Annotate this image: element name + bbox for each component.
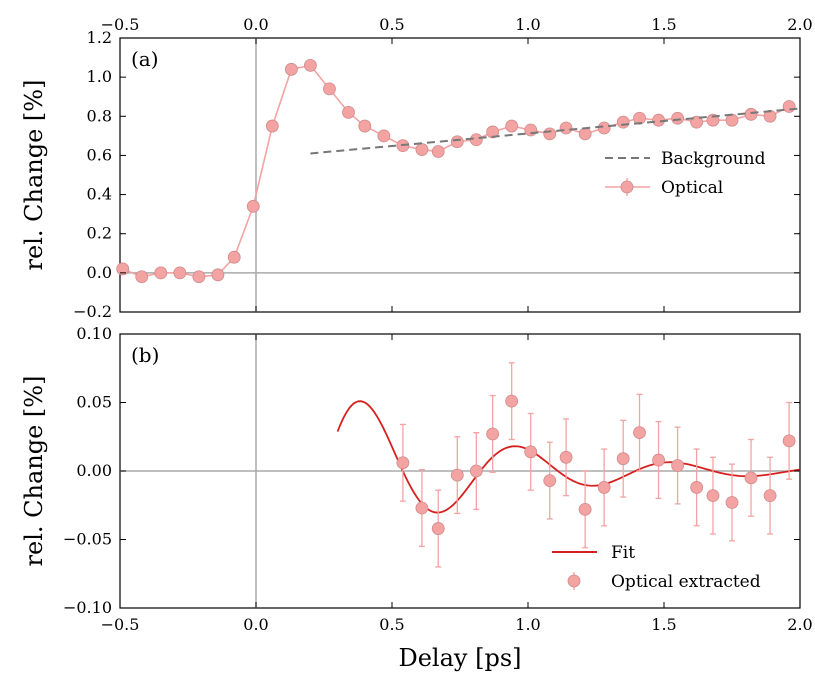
panel-a-ytick-label: −0.2 <box>73 302 112 321</box>
data-point <box>431 145 445 158</box>
panel-b-xtick-label: 0.5 <box>379 615 404 634</box>
panel-b-xtick-label: 0.0 <box>243 615 268 634</box>
data-point <box>323 82 336 96</box>
panel-b-xtick-label: 2.0 <box>787 615 812 634</box>
data-point <box>227 250 241 264</box>
panel-a-frame <box>119 37 801 313</box>
data-point <box>116 262 130 276</box>
data-point <box>782 434 796 448</box>
panel-a-legend: Background Optical <box>605 149 766 198</box>
panel-a-ytick-label: 0.4 <box>87 185 112 204</box>
data-point <box>633 426 646 440</box>
panel-a: −0.5 0.0 0.5 1.0 1.5 2.0 −0.2 0.0 0.2 0.4 0.6 0.8 1.… <box>20 15 813 321</box>
data-point <box>450 135 464 149</box>
data-point <box>633 111 646 125</box>
panel-a-xtick-label: 0.0 <box>243 15 268 34</box>
data-point <box>342 105 355 119</box>
data-point <box>284 62 298 76</box>
data-point <box>135 270 149 284</box>
data-point <box>431 522 445 535</box>
data-point <box>616 452 630 466</box>
data-point <box>173 266 187 280</box>
panel-a-xtick-label: 2.0 <box>787 15 812 34</box>
data-point <box>154 266 168 280</box>
panel-b-legend: Fit Optical extracted <box>552 543 761 592</box>
x-axis-label: Delay [ps] <box>398 644 521 672</box>
data-point <box>303 59 317 72</box>
data-point <box>652 453 665 467</box>
data-point <box>597 481 611 494</box>
panel-a-xtick-label: 1.5 <box>651 15 676 34</box>
data-point <box>706 113 720 127</box>
data-point <box>559 121 573 135</box>
data-point <box>246 199 260 213</box>
data-point <box>377 129 391 143</box>
background-line <box>310 107 801 155</box>
panel-b-ytick-label: −0.05 <box>63 530 112 549</box>
data-point <box>616 115 630 129</box>
data-point <box>706 489 720 503</box>
panel-a-xtick-label: 1.0 <box>515 15 540 34</box>
data-point <box>671 111 684 125</box>
data-point <box>578 127 592 141</box>
panel-a-ylabel: rel. Change [%] <box>20 80 48 271</box>
legend-extracted-marker <box>567 574 581 588</box>
data-point <box>265 119 279 133</box>
data-point <box>690 481 704 494</box>
data-point <box>469 464 483 478</box>
data-point <box>192 270 206 284</box>
data-point <box>415 501 429 515</box>
panel-b-xtick-label: 1.5 <box>651 615 676 634</box>
legend-fit-label: Fit <box>611 543 635 563</box>
panel-b-ytick-label: 0.05 <box>76 393 112 412</box>
data-point <box>763 489 777 503</box>
data-point <box>543 474 557 487</box>
data-point <box>450 468 464 482</box>
data-point <box>486 427 500 441</box>
panel-b-xtick-label: 1.0 <box>515 615 540 634</box>
data-point <box>597 121 611 135</box>
panel-a-ytick-label: 0.6 <box>87 145 112 164</box>
panel-a-ytick-label: 1.2 <box>87 28 112 47</box>
panel-a-xtick-label: −0.5 <box>101 15 140 34</box>
panel-a-xtick-label: 0.5 <box>379 15 404 34</box>
data-point <box>358 119 372 133</box>
data-point <box>578 502 592 516</box>
panel-a-label: (a) <box>131 47 159 71</box>
panel-b-ylabel: rel. Change [%] <box>20 376 48 567</box>
panel-a-ytick-label: 1.0 <box>87 67 112 86</box>
data-point <box>415 143 429 156</box>
data-point <box>524 445 538 459</box>
legend-optical-marker <box>620 180 634 194</box>
data-point <box>559 450 573 464</box>
data-point <box>396 456 410 470</box>
panel-a-ytick-label: 0.2 <box>87 224 112 243</box>
panel-a-ytick-label: 0.8 <box>87 106 112 125</box>
panel-a-ytick-label: 0.0 <box>87 263 112 282</box>
legend-optical-label: Optical <box>661 178 723 198</box>
data-point <box>725 496 739 509</box>
panel-b-xtick-label: −0.5 <box>101 615 140 634</box>
data-point <box>211 268 225 282</box>
data-point <box>486 125 500 139</box>
data-point <box>671 459 684 472</box>
panel-b-ytick-label: 0.10 <box>76 324 112 343</box>
data-point <box>505 119 519 133</box>
legend-extracted-label: Optical extracted <box>611 572 761 592</box>
data-point <box>543 127 557 141</box>
data-point <box>505 394 519 408</box>
panel-b-label: (b) <box>131 343 159 367</box>
panel-b-ytick-label: 0.00 <box>76 461 112 480</box>
data-point <box>744 471 758 485</box>
panel-b: −0.5 0.0 0.5 1.0 1.5 2.0 −0.10 −0.05 0.00 0.05 0.1… <box>20 324 813 672</box>
legend-background-label: Background <box>661 149 766 169</box>
data-point <box>469 133 483 147</box>
data-point <box>782 100 796 113</box>
fit-curve <box>336 400 801 514</box>
panel-b-ytick-label: −0.10 <box>63 598 112 617</box>
data-point <box>744 107 758 121</box>
